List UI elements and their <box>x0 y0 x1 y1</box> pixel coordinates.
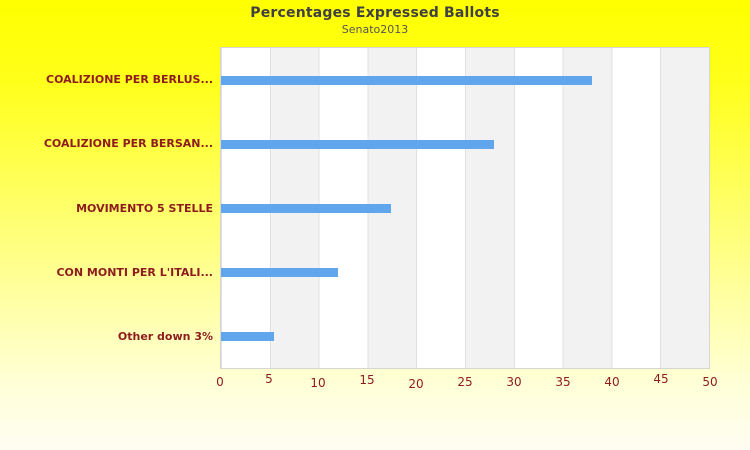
x-tick-label: 45 <box>653 372 669 386</box>
category-label: COALIZIONE PER BERSAN... <box>43 137 213 151</box>
category-label: CON MONTI PER L'ITALI... <box>56 265 213 279</box>
x-tick-label: 10 <box>310 376 326 390</box>
x-tick-label: 40 <box>604 375 620 389</box>
x-tick-label: 50 <box>702 375 718 389</box>
chart-subtitle: Senato2013 <box>341 23 409 36</box>
bar-row <box>221 112 709 176</box>
bar-row <box>221 176 709 240</box>
x-tick-label: 15 <box>359 373 375 387</box>
category-label: MOVIMENTO 5 STELLE <box>76 201 213 215</box>
chart-title: Percentages Expressed Ballots <box>250 5 500 21</box>
bar-row <box>221 240 709 304</box>
category-labels: COALIZIONE PER BERLUS... COALIZIONE PER B… <box>0 47 213 369</box>
bar-5 <box>221 331 274 341</box>
bar-row <box>221 48 709 112</box>
x-tick-label: 30 <box>506 375 522 389</box>
x-tick-label: 20 <box>408 377 424 391</box>
category-label: Other down 3% <box>117 330 213 344</box>
bar-1 <box>221 75 592 85</box>
x-axis: 0 5 10 15 20 25 30 35 40 45 50 <box>216 372 717 394</box>
x-tick-label: 5 <box>265 372 273 386</box>
bar-3 <box>221 203 391 213</box>
bar-row <box>221 304 709 368</box>
bar-4 <box>221 267 339 277</box>
plot-area <box>220 47 710 369</box>
x-tick-label: 35 <box>555 375 571 389</box>
bar-2 <box>221 139 495 149</box>
category-label: COALIZIONE PER BERLUS... <box>46 72 213 86</box>
x-tick-label: 0 <box>216 375 224 389</box>
x-tick-label: 25 <box>457 375 473 389</box>
